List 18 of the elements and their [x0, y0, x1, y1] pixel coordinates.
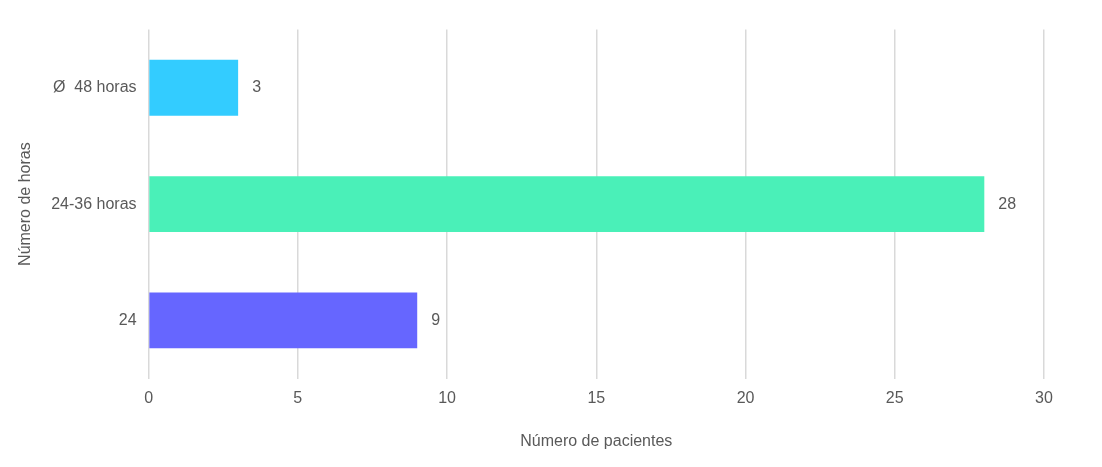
y-tick-label: 24 [118, 310, 137, 328]
y-axis-title: Número de horas [16, 142, 34, 266]
x-tick-label: 10 [438, 388, 457, 406]
x-tick-label: 20 [736, 388, 755, 406]
bar [149, 176, 985, 233]
x-axis-title: Número de pacientes [520, 431, 673, 449]
y-tick-label: Ø 48 horas [52, 78, 137, 96]
data-label: 3 [252, 78, 262, 96]
x-tick-label: 30 [1035, 388, 1053, 406]
x-tick-label: 15 [587, 388, 606, 406]
data-label: 9 [431, 310, 441, 328]
bar [149, 59, 239, 116]
x-tick-label: 0 [144, 388, 154, 406]
x-tick-label: 25 [885, 388, 904, 406]
x-tick-label: 5 [293, 388, 303, 406]
y-tick-label: 24-36 horas [51, 194, 137, 212]
data-label: 28 [998, 194, 1017, 212]
bar [149, 292, 418, 349]
